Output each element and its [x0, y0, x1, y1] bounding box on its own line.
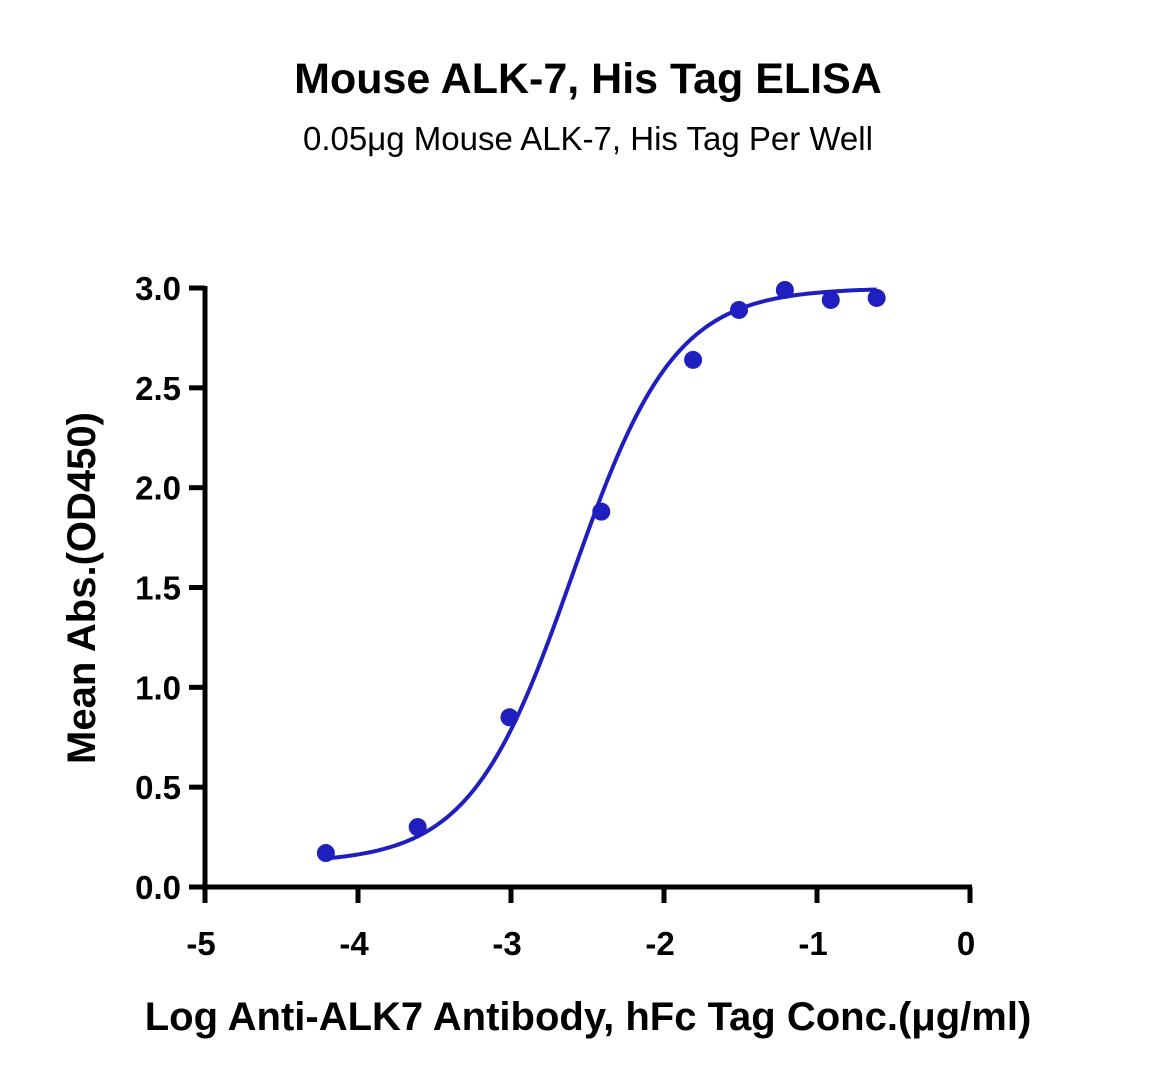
- data-points-layer: [316, 280, 886, 863]
- data-point: [867, 288, 886, 307]
- axes: [202, 286, 972, 890]
- x-tick-label: -2: [645, 925, 674, 962]
- y-tick-label: 0.5: [135, 769, 181, 806]
- chart-subtitle: 0.05μg Mouse ALK-7, His Tag Per Well: [303, 120, 873, 157]
- x-tick-label: 0: [957, 925, 975, 962]
- data-point: [316, 844, 335, 863]
- y-tick-label: 0.0: [135, 869, 181, 906]
- data-point: [821, 290, 840, 309]
- fit-curve-layer: [325, 287, 877, 861]
- x-tick-label: -1: [798, 925, 827, 962]
- y-tick-label: 2.5: [135, 370, 181, 407]
- x-tick-label: -5: [186, 925, 215, 962]
- chart-title: Mouse ALK-7, His Tag ELISA: [294, 55, 882, 103]
- data-point: [775, 280, 794, 299]
- y-tick-label: 1.5: [135, 570, 181, 607]
- x-axis-ticks: -5 -4 -3 -2 -1 0: [186, 887, 975, 962]
- y-axis-label: Mean Abs.(OD450): [60, 412, 104, 764]
- y-tick-label: 2.0: [135, 470, 181, 507]
- data-point: [592, 502, 611, 521]
- data-point: [408, 818, 427, 837]
- x-tick-label: -3: [492, 925, 521, 962]
- y-tick-label: 1.0: [135, 669, 181, 706]
- data-point: [500, 708, 519, 727]
- x-axis-label: Log Anti-ALK7 Antibody, hFc Tag Conc.(μg…: [145, 995, 1032, 1039]
- fit-curve: [325, 287, 877, 861]
- data-point: [729, 300, 748, 319]
- y-tick-label: 3.0: [135, 270, 181, 307]
- data-point: [684, 350, 703, 369]
- x-tick-label: -4: [339, 925, 369, 962]
- y-axis-ticks: 0.0 0.5 1.0 1.5 2.0 2.5 3.0: [135, 270, 205, 906]
